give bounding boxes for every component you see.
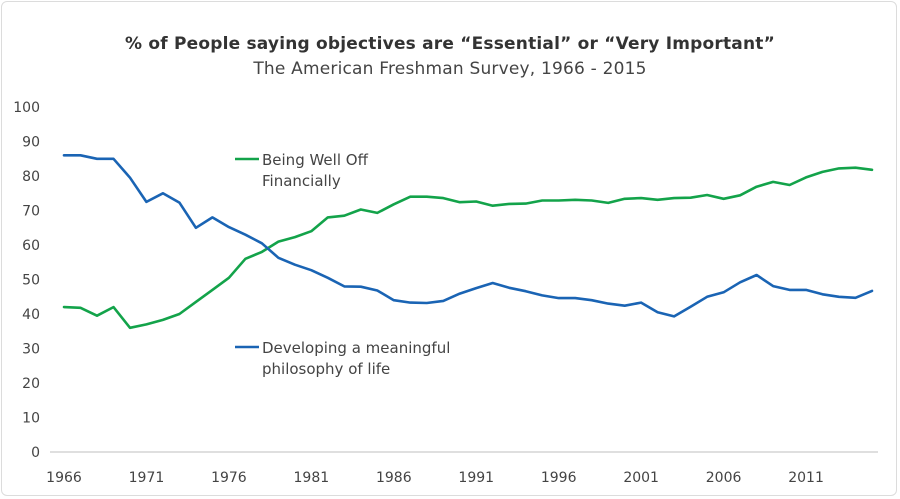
series-line-meaningful-philosophy (62, 154, 874, 318)
x-tick-label: 2011 (788, 470, 824, 486)
y-tick-label: 90 (22, 135, 40, 151)
x-tick-label: 1996 (541, 470, 577, 486)
y-tick-label: 0 (31, 445, 40, 461)
legend-label: philosophy of life (262, 360, 390, 378)
x-tick-label: 1966 (46, 470, 82, 486)
y-tick-label: 50 (22, 273, 40, 289)
y-tick-label: 60 (22, 238, 40, 254)
y-tick-label: 10 (22, 411, 40, 427)
legend-label: Developing a meaningful (262, 339, 450, 357)
x-tick-label: 1991 (458, 470, 494, 486)
y-tick-label: 70 (22, 204, 40, 220)
x-tick-label: 1971 (129, 470, 165, 486)
chart-subtitle: The American Freshman Survey, 1966 - 201… (253, 59, 647, 79)
y-tick-label: 100 (13, 100, 40, 116)
x-tick-label: 1986 (376, 470, 412, 486)
x-tick-label: 2001 (623, 470, 659, 486)
series-line-being-well-off (62, 166, 874, 330)
y-tick-label: 40 (22, 307, 40, 323)
y-tick-label: 30 (22, 342, 40, 358)
legend-label: Being Well Off (262, 151, 369, 169)
y-tick-label: 20 (22, 376, 40, 392)
y-tick-label: 80 (22, 169, 40, 185)
chart-title: % of People saying objectives are “Essen… (125, 34, 775, 54)
x-tick-label: 2006 (706, 470, 742, 486)
x-tick-label: 1976 (211, 470, 247, 486)
legend-label: Financially (262, 172, 341, 190)
x-tick-label: 1981 (294, 470, 330, 486)
